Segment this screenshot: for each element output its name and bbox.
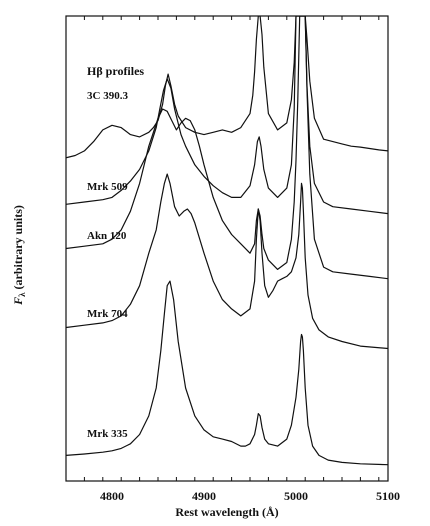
- x-tick-label-5100: 5100: [376, 489, 400, 503]
- x-tick-label-4900: 4900: [192, 489, 216, 503]
- series-line-mrk-335: [66, 280, 388, 466]
- series-label-mrk-509: Mrk 509: [87, 181, 128, 193]
- series-layer: [66, 16, 388, 466]
- x-tick-label-4800: 4800: [100, 489, 124, 503]
- series-label-mrk-335: Mrk 335: [87, 428, 128, 440]
- x-tick-label-5000: 5000: [284, 489, 308, 503]
- series-label-mrk-704: Mrk 704: [87, 308, 128, 320]
- series-labels: 3C 390.3 Mrk 509 Akn 120 Mrk 704 Mrk 335: [87, 90, 128, 440]
- series-label-3c-390.3: 3C 390.3: [87, 90, 128, 102]
- series-line-mrk-704: [66, 173, 388, 350]
- series-line-3c-390.3: [66, 16, 388, 159]
- series-label-akn-120: Akn 120: [87, 230, 127, 242]
- series-line-akn-120: [66, 16, 388, 280]
- y-axis-label-units: (arbitrary units): [11, 205, 25, 292]
- y-axis-label-symbol: F: [11, 297, 25, 306]
- x-axis-label: Rest wavelength (Å): [175, 505, 278, 519]
- y-axis-label-subscript: λ: [17, 292, 27, 297]
- svg-text:Fλ (arbitrary units): Fλ (arbitrary units): [11, 205, 27, 306]
- y-axis-label: Fλ (arbitrary units): [11, 205, 27, 306]
- tick-layer: 4800 4900 5000 5100: [65, 16, 400, 503]
- plot-frame: [65, 15, 389, 482]
- chart-title: Hβ profiles: [87, 64, 144, 78]
